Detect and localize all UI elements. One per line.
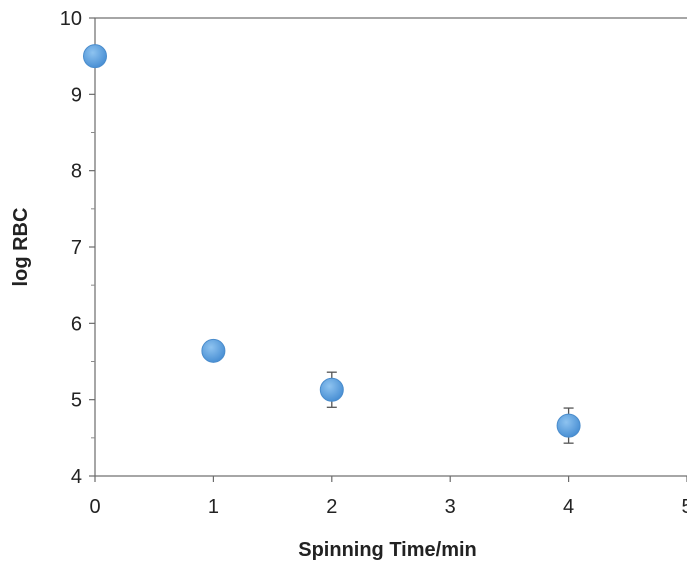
y-axis: 4 5 6 7 8 9 10 [60, 8, 95, 488]
x-tick-label: 5 [681, 496, 687, 518]
x-tick-label: 1 [208, 496, 219, 518]
error-bars [326, 371, 574, 444]
plot-border [94, 17, 687, 477]
y-tick-label: 7 [71, 237, 82, 259]
x-tick-label: 4 [563, 496, 574, 518]
y-axis-title: log RBC [10, 208, 32, 287]
data-point [201, 338, 226, 363]
x-axis-title: Spinning Time/min [298, 539, 477, 561]
plot-area [94, 17, 687, 477]
data-point [556, 413, 581, 438]
data-points [83, 44, 581, 438]
x-tick-label: 3 [445, 496, 456, 518]
data-point [319, 377, 344, 402]
x-axis: 0 1 2 3 4 5 [89, 476, 687, 518]
y-tick-label: 4 [71, 466, 82, 488]
y-tick-label: 9 [71, 84, 82, 106]
y-tick-label: 6 [71, 313, 82, 335]
data-point [83, 44, 107, 69]
y-tick-label: 5 [71, 390, 82, 412]
x-tick-label: 0 [89, 496, 100, 518]
y-tick-label: 10 [60, 8, 82, 30]
y-tick-label: 8 [71, 161, 82, 183]
x-tick-label: 2 [326, 496, 337, 518]
